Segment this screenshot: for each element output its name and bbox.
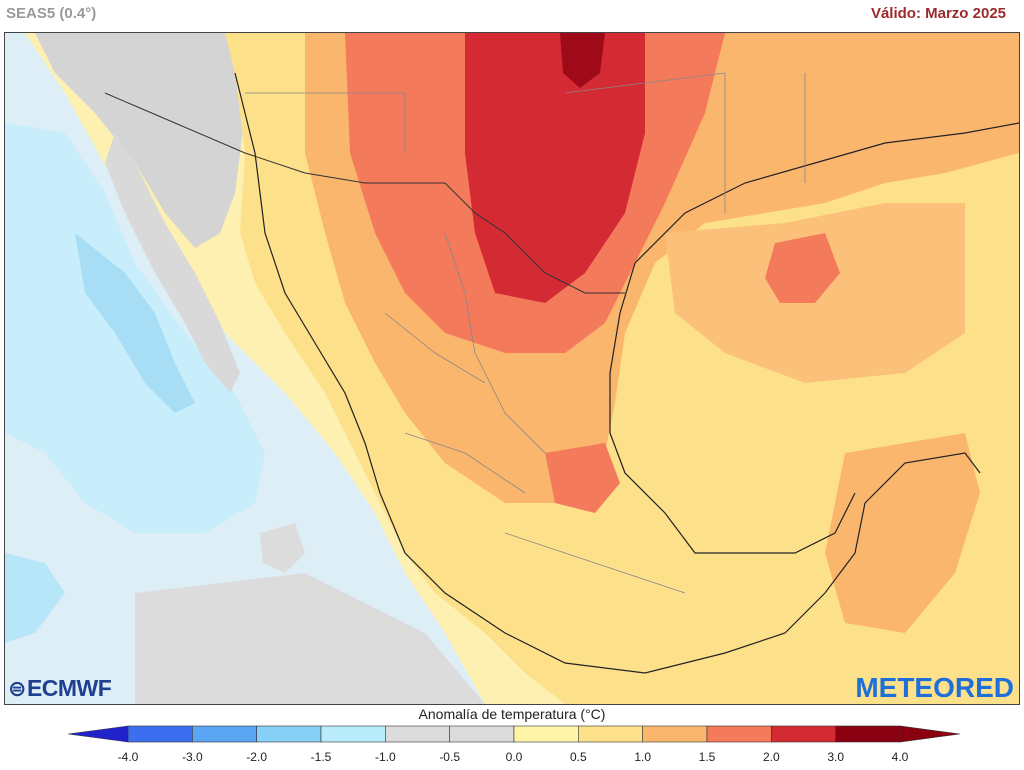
neutral-zone-south — [135, 573, 485, 704]
ecmwf-logo: ⊜ECMWF — [8, 675, 112, 701]
valid-date-label: Válido: Marzo 2025 — [870, 5, 1006, 22]
colorbar-segment — [127, 725, 193, 743]
hot-peak — [560, 33, 605, 88]
colorbar-segment — [835, 725, 901, 743]
model-label: SEAS5 (0.4°) — [6, 5, 97, 22]
baja-california — [105, 133, 240, 393]
colorbar-tick-label: -2.0 — [246, 750, 267, 764]
map-canvas — [5, 33, 1019, 704]
meteored-logo: METEORED — [855, 672, 1014, 703]
colorbar-tick-label: -4.0 — [117, 750, 139, 764]
header: SEAS5 (0.4°) Válido: Marzo 2025 — [0, 0, 1024, 30]
nw-land-neutral — [35, 33, 245, 248]
colorbar-low-arrow — [67, 725, 129, 743]
colorbar-segment — [771, 725, 836, 743]
cool-anomaly-core — [75, 233, 195, 413]
colorbar-segment — [642, 725, 708, 743]
colorbar-high-arrow — [899, 725, 961, 743]
colorbar-segment — [256, 725, 322, 743]
colorbar-tick-label: -0.5 — [439, 750, 460, 764]
colorbar-segment — [578, 725, 643, 743]
colorbar-tick-label: 2.0 — [762, 750, 780, 764]
hot-core — [465, 33, 645, 303]
colorbar-tick-label: -1.5 — [310, 750, 332, 764]
colorbar — [67, 725, 961, 743]
ecmwf-mark-icon: ⊜ — [8, 676, 26, 701]
us-mexico-border — [104, 92, 625, 294]
colorbar-tick-label: 0.5 — [569, 750, 587, 764]
colorbar-segment — [513, 725, 579, 743]
colorbar-tick-label: 4.0 — [891, 750, 909, 764]
colorbar-segment — [706, 725, 772, 743]
us-gulf-coastline — [634, 122, 1019, 264]
colorbar-tick-label: 3.0 — [827, 750, 844, 764]
yucatan-warm — [825, 433, 980, 633]
anomaly-map[interactable] — [4, 32, 1020, 705]
gulf-hotspot — [765, 233, 840, 303]
colorbar-tick-label: -3.0 — [181, 750, 203, 764]
colorbar-tick-label: -1.0 — [374, 750, 396, 764]
colorbar-segment — [192, 725, 257, 743]
colorbar-tick-label: 1.0 — [634, 750, 651, 764]
cool-anomaly-south — [5, 553, 65, 643]
gulf-coastline — [609, 262, 856, 554]
colorbar-segment — [449, 725, 515, 743]
colorbar-segment — [320, 725, 386, 743]
colorbar-tick-label: 1.5 — [698, 750, 716, 764]
state-borders — [384, 232, 686, 594]
colorbar-segment — [385, 725, 450, 743]
legend-title: Anomalía de temperatura (°C) — [418, 706, 606, 722]
pacific-coastline — [234, 72, 981, 674]
colorbar-tick-label: 0.0 — [505, 750, 523, 764]
